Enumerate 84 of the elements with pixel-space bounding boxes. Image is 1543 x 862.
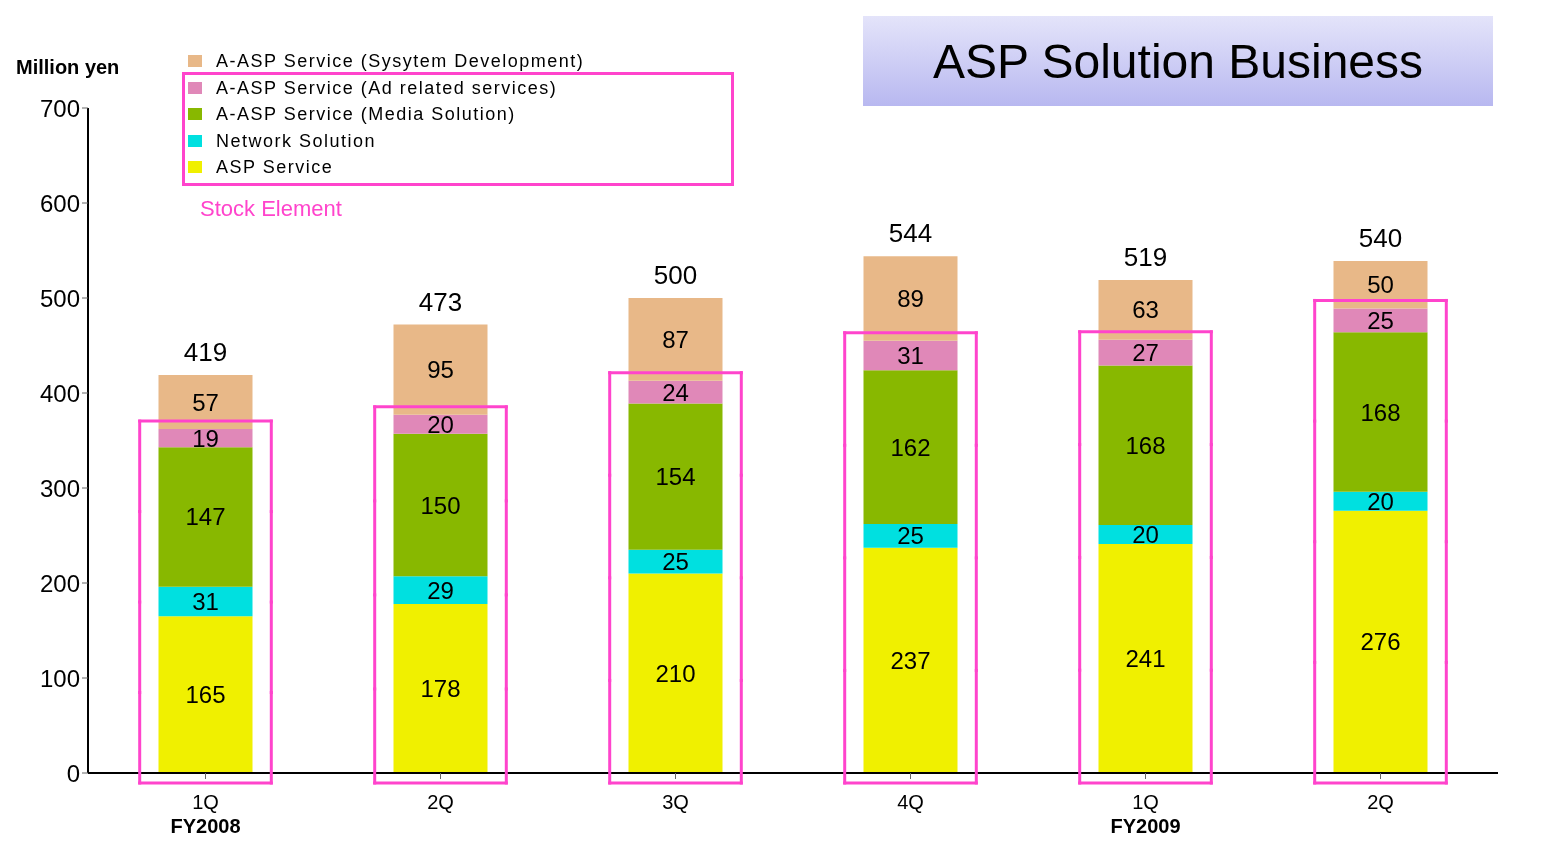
bar bbox=[628, 549, 723, 574]
y-tick-label: 100 bbox=[39, 664, 80, 692]
data-label: 31 bbox=[192, 588, 219, 616]
data-label: 31 bbox=[897, 341, 924, 369]
data-label: 168 bbox=[1125, 431, 1166, 459]
data-label: 19 bbox=[192, 424, 219, 452]
bar bbox=[393, 603, 488, 773]
bar bbox=[863, 370, 958, 525]
x-tick-label: 3Q bbox=[662, 791, 689, 814]
y-tick-label: 400 bbox=[39, 379, 80, 407]
bar bbox=[1098, 279, 1193, 340]
y-axis-title: Million yen bbox=[16, 56, 120, 79]
data-label: 237 bbox=[890, 646, 931, 674]
legend-label: A-ASP Service (Media Solution) bbox=[216, 103, 516, 126]
bar bbox=[393, 433, 488, 577]
y-tick-label: 500 bbox=[39, 284, 80, 312]
data-label: 24 bbox=[662, 378, 689, 406]
total-label: 419 bbox=[183, 336, 228, 367]
data-label: 154 bbox=[655, 463, 696, 491]
bar bbox=[1333, 510, 1428, 773]
bar bbox=[628, 573, 723, 773]
bar bbox=[1098, 544, 1193, 773]
x-tick-label: 2Q bbox=[1367, 791, 1394, 814]
data-label: 165 bbox=[185, 681, 226, 709]
bar bbox=[863, 547, 958, 773]
data-label: 87 bbox=[662, 325, 689, 353]
data-label: 168 bbox=[1360, 398, 1401, 426]
data-label: 50 bbox=[1367, 271, 1394, 299]
chart-title: ASP Solution Business bbox=[863, 16, 1493, 106]
y-tick-label: 0 bbox=[66, 759, 80, 787]
total-label: 540 bbox=[1358, 222, 1403, 253]
x-tick-label: 1Q bbox=[192, 791, 219, 814]
bar bbox=[1333, 332, 1428, 492]
data-label: 25 bbox=[1367, 306, 1394, 334]
y-tick-label: 700 bbox=[39, 94, 80, 122]
data-label: 210 bbox=[655, 659, 696, 687]
text: FY2009 bbox=[1109, 815, 1182, 838]
legend-label: A-ASP Service (Sysytem Development) bbox=[216, 50, 585, 73]
legend-label: A-ASP Service (Ad related services) bbox=[216, 76, 558, 100]
data-label: 27 bbox=[1132, 339, 1159, 367]
x-tick-label: 1Q bbox=[1132, 791, 1159, 814]
bar bbox=[158, 616, 253, 773]
total-label: 473 bbox=[418, 286, 463, 317]
data-label: 20 bbox=[1367, 487, 1394, 515]
y-tick-label: 300 bbox=[39, 474, 80, 502]
legend-label: ASP Service bbox=[216, 156, 334, 179]
bar bbox=[393, 576, 488, 604]
bar bbox=[628, 298, 723, 381]
data-label: 95 bbox=[427, 356, 454, 384]
bar bbox=[628, 403, 723, 550]
text: FY2008 bbox=[169, 815, 242, 838]
bar bbox=[863, 524, 958, 548]
data-label: 29 bbox=[427, 576, 454, 604]
y-tick-label: 200 bbox=[39, 569, 80, 597]
data-label: 63 bbox=[1132, 296, 1159, 324]
data-label: 57 bbox=[192, 388, 219, 416]
data-label: 20 bbox=[427, 410, 454, 438]
data-label: 89 bbox=[897, 284, 924, 312]
data-label: 25 bbox=[897, 522, 924, 550]
bar bbox=[1333, 308, 1428, 333]
bar bbox=[1098, 339, 1193, 366]
data-label: 25 bbox=[662, 548, 689, 576]
bar bbox=[158, 586, 253, 617]
total-label: 500 bbox=[653, 260, 698, 290]
total-label: 544 bbox=[888, 218, 933, 249]
data-label: 147 bbox=[185, 503, 226, 531]
bar bbox=[393, 324, 488, 415]
bar bbox=[158, 374, 253, 430]
y-tick-label: 600 bbox=[39, 189, 80, 217]
data-label: 178 bbox=[420, 674, 461, 702]
data-label: 162 bbox=[890, 433, 931, 461]
x-tick-label: 4Q bbox=[897, 791, 924, 814]
data-label: 20 bbox=[1132, 521, 1159, 549]
total-label: 519 bbox=[1123, 241, 1168, 272]
bar bbox=[158, 447, 253, 587]
legend-label: Network Solution bbox=[216, 129, 377, 153]
bar bbox=[1098, 365, 1193, 526]
x-tick-label: 2Q bbox=[427, 791, 454, 814]
bar bbox=[863, 340, 958, 371]
data-label: 276 bbox=[1360, 628, 1401, 656]
data-label: 241 bbox=[1125, 645, 1166, 673]
annotation: Stock Element bbox=[200, 196, 342, 222]
data-label: 150 bbox=[420, 491, 461, 519]
bar bbox=[863, 256, 958, 341]
